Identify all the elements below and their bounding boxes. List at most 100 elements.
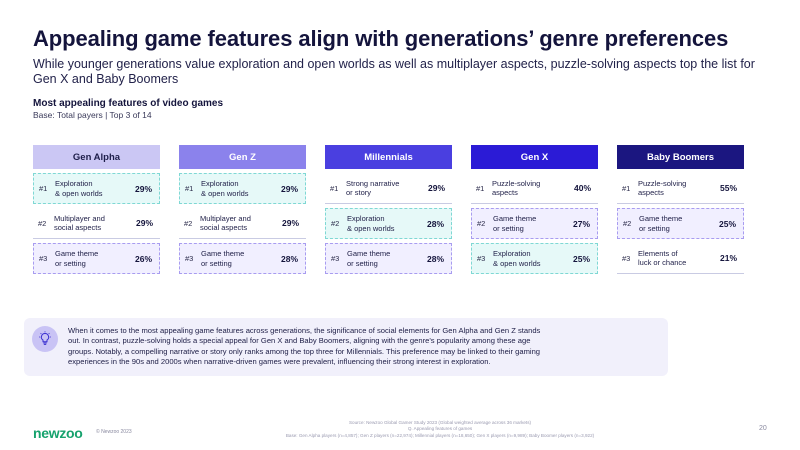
feature-label: Puzzle-solving aspects	[638, 179, 720, 198]
feature-row: #3 Exploration & open worlds 25%	[471, 243, 598, 274]
insight-text: When it comes to the most appealing game…	[68, 326, 668, 368]
feature-label-line: or story	[346, 188, 372, 197]
feature-label-line: Multiplayer and	[200, 213, 251, 223]
feature-percentage: 29%	[427, 183, 445, 193]
feature-percentage: 21%	[719, 253, 737, 263]
generation-header: Gen X	[471, 145, 598, 169]
feature-label-line: Game theme	[201, 249, 245, 258]
feature-rank: #1	[622, 183, 631, 193]
feature-label-line: or setting	[493, 223, 524, 233]
feature-label: Puzzle-solving aspects	[492, 179, 574, 198]
feature-label-line: Game theme	[347, 249, 391, 258]
feature-row: #1 Exploration & open worlds 29%	[33, 173, 160, 204]
feature-percentage: 28%	[280, 253, 298, 264]
feature-rank: #1	[476, 183, 485, 193]
feature-percentage: 28%	[426, 253, 444, 264]
feature-rank: #3	[185, 254, 194, 263]
page-title: Appealing game features align with gener…	[33, 26, 729, 51]
feature-label: Exploration & open worlds	[55, 179, 135, 198]
insight-line: groups. Notably, a compelling narrative …	[68, 346, 541, 356]
feature-percentage: 25%	[572, 253, 590, 264]
feature-label-line: Game theme	[493, 214, 537, 223]
feature-label-line: social aspects	[54, 223, 102, 232]
feature-row: #2 Game theme or setting 27%	[471, 208, 598, 239]
feature-label-line: aspects	[638, 188, 664, 197]
feature-label: Elements of luck or chance	[638, 249, 720, 268]
feature-percentage: 25%	[718, 218, 736, 229]
insight-line: out. In contrast, puzzle-solving holds a…	[68, 336, 531, 346]
feature-label-line: social aspects	[200, 223, 248, 232]
source-line: Q. Appealing features of games	[407, 426, 473, 432]
feature-label: Exploration & open worlds	[347, 214, 427, 233]
feature-row: #3 Game theme or setting 28%	[179, 243, 306, 274]
feature-label-line: Puzzle-solving	[638, 178, 687, 188]
feature-row: #2 Multiplayer and social aspects 29%	[179, 208, 306, 239]
feature-label: Exploration & open worlds	[493, 249, 573, 268]
feature-label: Multiplayer and social aspects	[200, 214, 282, 233]
feature-rank: #3	[331, 254, 340, 263]
feature-label-line: or setting	[201, 258, 232, 268]
feature-percentage: 26%	[134, 253, 152, 264]
feature-row: #2 Game theme or setting 25%	[617, 208, 744, 239]
feature-percentage: 28%	[426, 218, 444, 229]
feature-row: #3 Game theme or setting 28%	[325, 243, 452, 274]
feature-rank: #2	[331, 219, 340, 228]
feature-label-line: & open worlds	[201, 188, 249, 198]
generation-header: Gen Z	[179, 145, 306, 169]
generation-column: Baby Boomers #1 Puzzle-solving aspects 55% #2…	[617, 145, 744, 274]
feature-row: #3 Elements of luck or chance 21%	[617, 243, 744, 274]
newzoo-logo: newzoo	[33, 425, 83, 441]
source-line: Source: Newzoo Global Gamer Study 2023 (…	[348, 420, 532, 425]
feature-row: #2 Exploration & open worlds 28%	[325, 208, 452, 239]
generation-header: Millennials	[325, 145, 452, 169]
feature-rank: #3	[39, 254, 48, 263]
feature-percentage: 55%	[719, 183, 737, 193]
lightbulb-icon	[32, 326, 58, 352]
feature-label: Multiplayer and social aspects	[54, 214, 136, 233]
insight-line: experiences in the 90s and 2000s when na…	[68, 357, 491, 367]
feature-label-line: aspects	[492, 188, 518, 197]
feature-label: Game theme or setting	[347, 249, 427, 268]
source-note: Source: Newzoo Global Gamer Study 2023 (…	[250, 420, 630, 439]
feature-row: #1 Strong narrative or story 29%	[325, 173, 452, 204]
feature-rank: #2	[477, 219, 486, 228]
generation-header: Baby Boomers	[617, 145, 744, 169]
feature-rank: #3	[477, 254, 486, 263]
feature-label-line: & open worlds	[55, 188, 103, 198]
feature-percentage: 29%	[280, 183, 298, 194]
feature-rank: #2	[184, 218, 193, 228]
feature-label-line: Puzzle-solving	[492, 178, 541, 188]
feature-label: Strong narrative or story	[346, 179, 428, 198]
feature-label-line: Exploration	[347, 214, 385, 223]
chart-heading: Most appealing features of video games	[33, 98, 224, 109]
feature-rank: #3	[622, 253, 631, 263]
insight-line: When it comes to the most appealing game…	[68, 326, 541, 335]
feature-rank: #1	[330, 183, 339, 193]
feature-row: #2 Multiplayer and social aspects 29%	[33, 208, 160, 239]
feature-rank: #1	[185, 184, 194, 193]
feature-rank: #2	[38, 218, 47, 228]
page-subtitle: While younger generations value explorat…	[33, 57, 755, 86]
feature-percentage: 29%	[281, 218, 299, 228]
generation-column: Gen Z #1 Exploration & open worlds 29% #2 Mult…	[179, 145, 306, 274]
copyright-text: © Newzoo 2023	[96, 429, 132, 435]
feature-label-line: Exploration	[201, 179, 239, 188]
feature-label: Exploration & open worlds	[201, 179, 281, 198]
feature-label-line: or setting	[55, 258, 86, 268]
feature-row: #1 Puzzle-solving aspects 40%	[471, 173, 598, 204]
feature-percentage: 29%	[134, 183, 152, 194]
feature-rank: #1	[39, 184, 48, 193]
feature-label-line: or setting	[639, 223, 670, 233]
generation-header: Gen Alpha	[33, 145, 160, 169]
feature-label-line: & open worlds	[493, 258, 541, 268]
feature-label: Game theme or setting	[493, 214, 573, 233]
feature-label-line: Multiplayer and	[54, 213, 105, 223]
generation-column: Gen X #1 Puzzle-solving aspects 40% #2 Game th…	[471, 145, 598, 274]
feature-percentage: 29%	[135, 218, 153, 228]
feature-row: #1 Exploration & open worlds 29%	[179, 173, 306, 204]
feature-label-line: Strong narrative	[346, 178, 400, 188]
feature-row: #3 Game theme or setting 26%	[33, 243, 160, 274]
feature-rank: #2	[623, 219, 632, 228]
feature-label: Game theme or setting	[201, 249, 281, 268]
feature-label-line: Exploration	[493, 249, 531, 258]
